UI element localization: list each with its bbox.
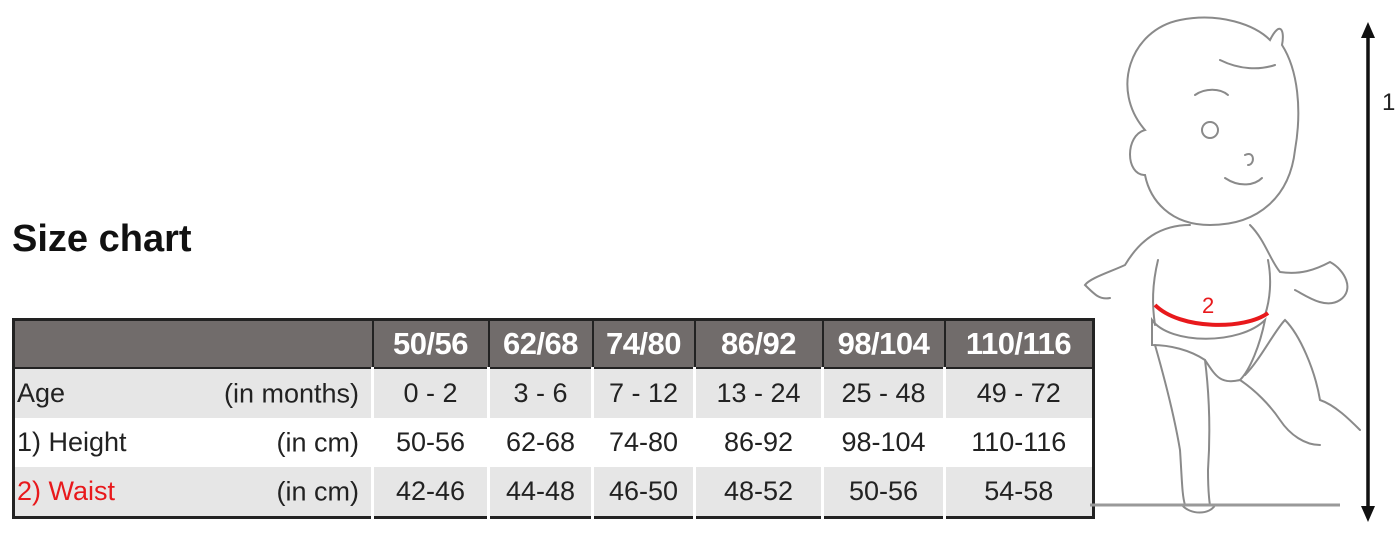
cell: 48-52 bbox=[693, 467, 823, 518]
table-row-waist: 2) Waist (in cm) 42-46 44-48 46-50 48-52 … bbox=[13, 467, 1093, 518]
cell: 42-46 bbox=[371, 467, 489, 518]
cell: 7 - 12 bbox=[591, 368, 695, 418]
header-size: 50/56 bbox=[371, 319, 489, 369]
baby-drawing bbox=[1083, 16, 1361, 514]
cell: 46-50 bbox=[591, 467, 695, 518]
header-blank bbox=[13, 319, 373, 369]
cell: 50-56 bbox=[821, 467, 945, 518]
table-row-age: Age (in months) 0 - 2 3 - 6 7 - 12 13 - 2… bbox=[13, 368, 1093, 418]
baby-illustration: 2 1 bbox=[1083, 16, 1395, 522]
height-marker: 1 bbox=[1382, 89, 1395, 116]
cell: 98-104 bbox=[821, 418, 945, 467]
size-table: 50/56 62/68 74/80 86/92 98/104 110/116 A… bbox=[12, 318, 1095, 519]
cell: 62-68 bbox=[487, 418, 593, 467]
header-size: 74/80 bbox=[591, 319, 695, 369]
cell: 54-58 bbox=[943, 467, 1093, 518]
header-size: 62/68 bbox=[487, 319, 593, 369]
waist-marker: 2 bbox=[1202, 293, 1214, 318]
header-size: 86/92 bbox=[693, 319, 823, 369]
cell: 0 - 2 bbox=[371, 368, 489, 418]
header-row: 50/56 62/68 74/80 86/92 98/104 110/116 bbox=[13, 319, 1093, 369]
waist-measure-line bbox=[1153, 303, 1270, 327]
cell: 49 - 72 bbox=[943, 368, 1093, 418]
row-unit: (in months) bbox=[223, 378, 359, 408]
cell: 74-80 bbox=[591, 418, 695, 467]
row-unit: (in cm) bbox=[276, 427, 360, 457]
row-label: 1) Height bbox=[17, 427, 127, 457]
cell: 86-92 bbox=[693, 418, 823, 467]
row-label: 2) Waist bbox=[17, 476, 116, 506]
page-title: Size chart bbox=[12, 218, 192, 260]
row-label: Age bbox=[17, 378, 66, 408]
cell: 25 - 48 bbox=[821, 368, 945, 418]
height-arrow-icon bbox=[1361, 22, 1375, 522]
cell: 50-56 bbox=[371, 418, 489, 467]
header-size: 98/104 bbox=[821, 319, 945, 369]
cell: 13 - 24 bbox=[693, 368, 823, 418]
header-size: 110/116 bbox=[943, 319, 1093, 369]
cell: 44-48 bbox=[487, 467, 593, 518]
cell: 110-116 bbox=[943, 418, 1093, 467]
table-row-height: 1) Height (in cm) 50-56 62-68 74-80 86-92… bbox=[14, 418, 1093, 467]
row-unit: (in cm) bbox=[276, 476, 360, 506]
cell: 3 - 6 bbox=[487, 368, 593, 418]
